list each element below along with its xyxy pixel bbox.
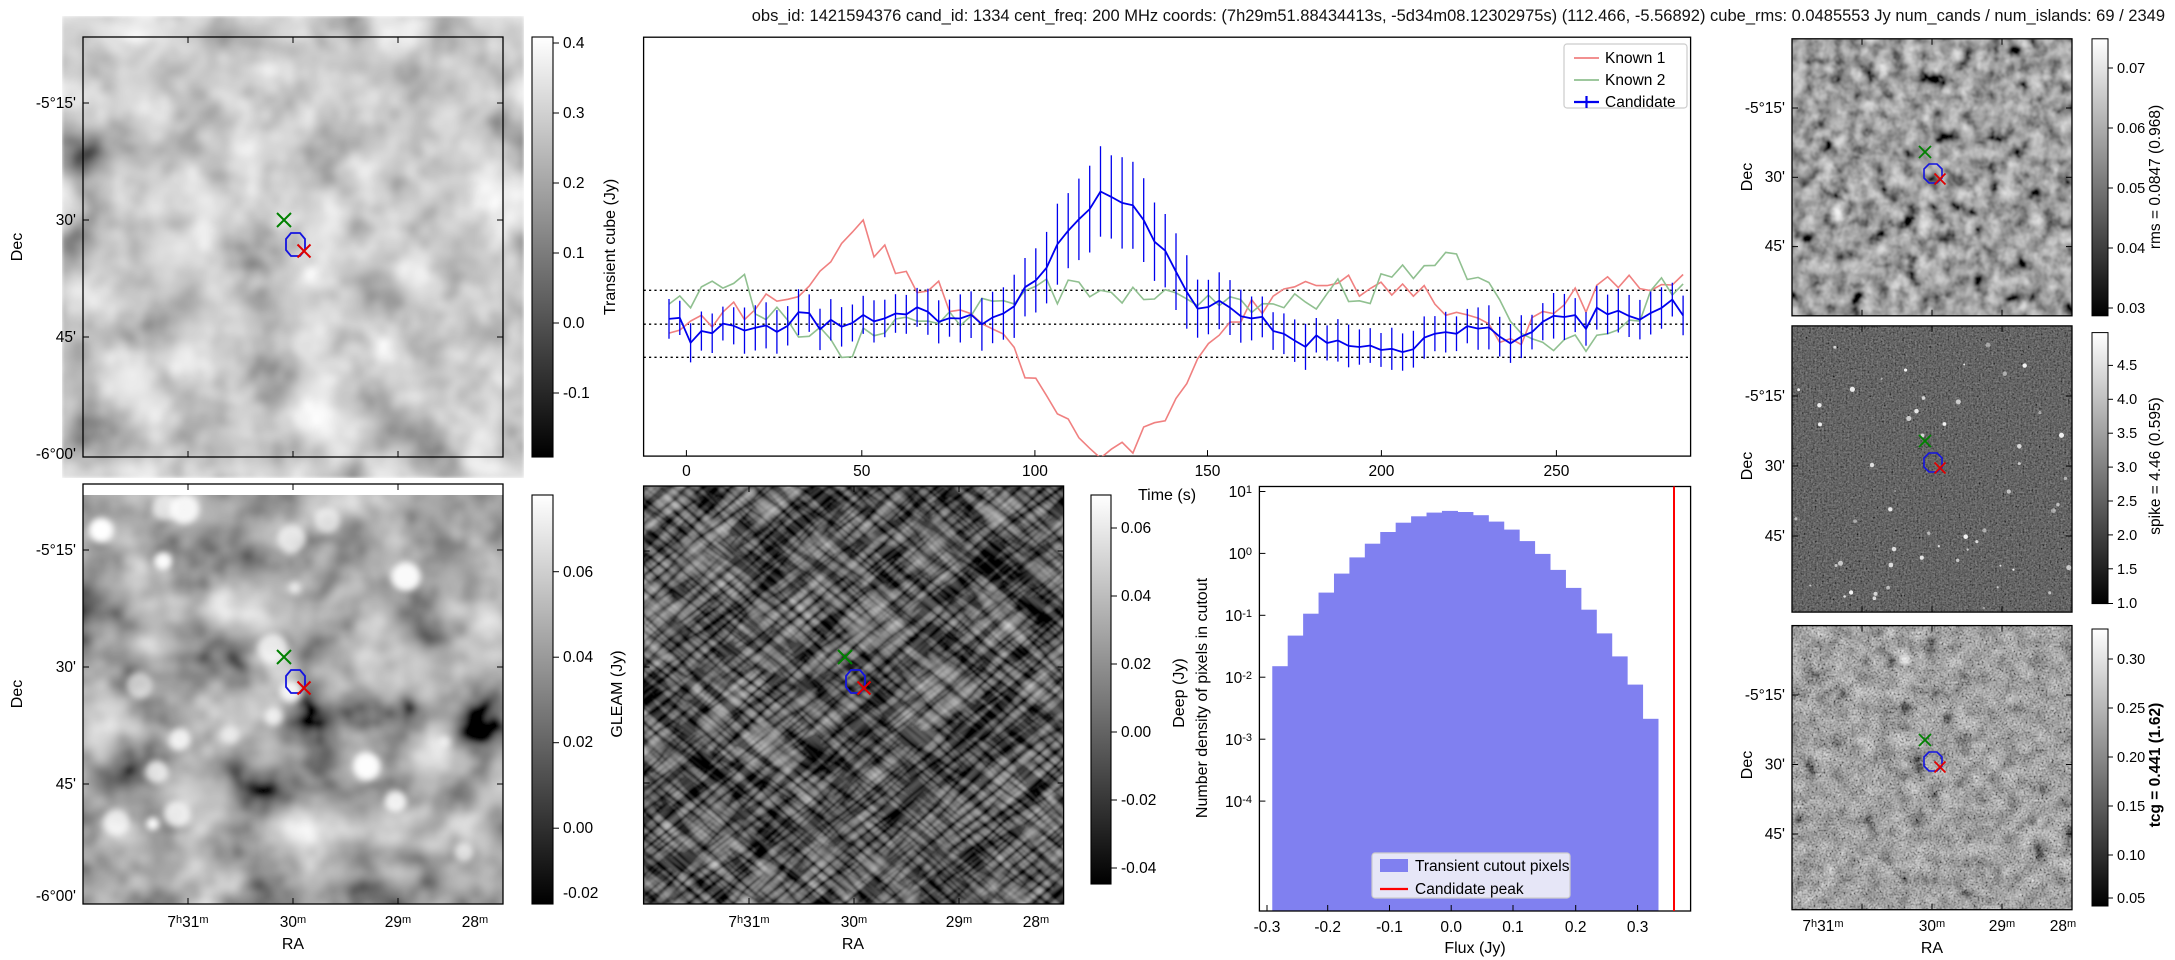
svg-text:0.3: 0.3 — [1627, 919, 1649, 936]
svg-text:10-2: 10-2 — [1225, 670, 1252, 687]
svg-text:0.2: 0.2 — [1565, 919, 1587, 936]
svg-text:Flux (Jy): Flux (Jy) — [1444, 940, 1505, 957]
svg-text:Transient cutout pixels: Transient cutout pixels — [1415, 858, 1570, 875]
svg-text:101: 101 — [1229, 484, 1252, 501]
svg-text:10-1: 10-1 — [1225, 608, 1252, 625]
svg-text:0.0: 0.0 — [1440, 919, 1462, 936]
svg-text:Candidate peak: Candidate peak — [1415, 881, 1524, 898]
svg-text:10-3: 10-3 — [1225, 732, 1252, 749]
svg-text:-0.2: -0.2 — [1314, 919, 1341, 936]
svg-text:100: 100 — [1229, 546, 1252, 563]
svg-text:-0.3: -0.3 — [1254, 919, 1281, 936]
svg-text:Number density of pixels in cu: Number density of pixels in cutout — [1194, 577, 1211, 818]
svg-text:0.1: 0.1 — [1502, 919, 1524, 936]
svg-text:-0.1: -0.1 — [1376, 919, 1403, 936]
svg-text:10-4: 10-4 — [1225, 794, 1252, 811]
